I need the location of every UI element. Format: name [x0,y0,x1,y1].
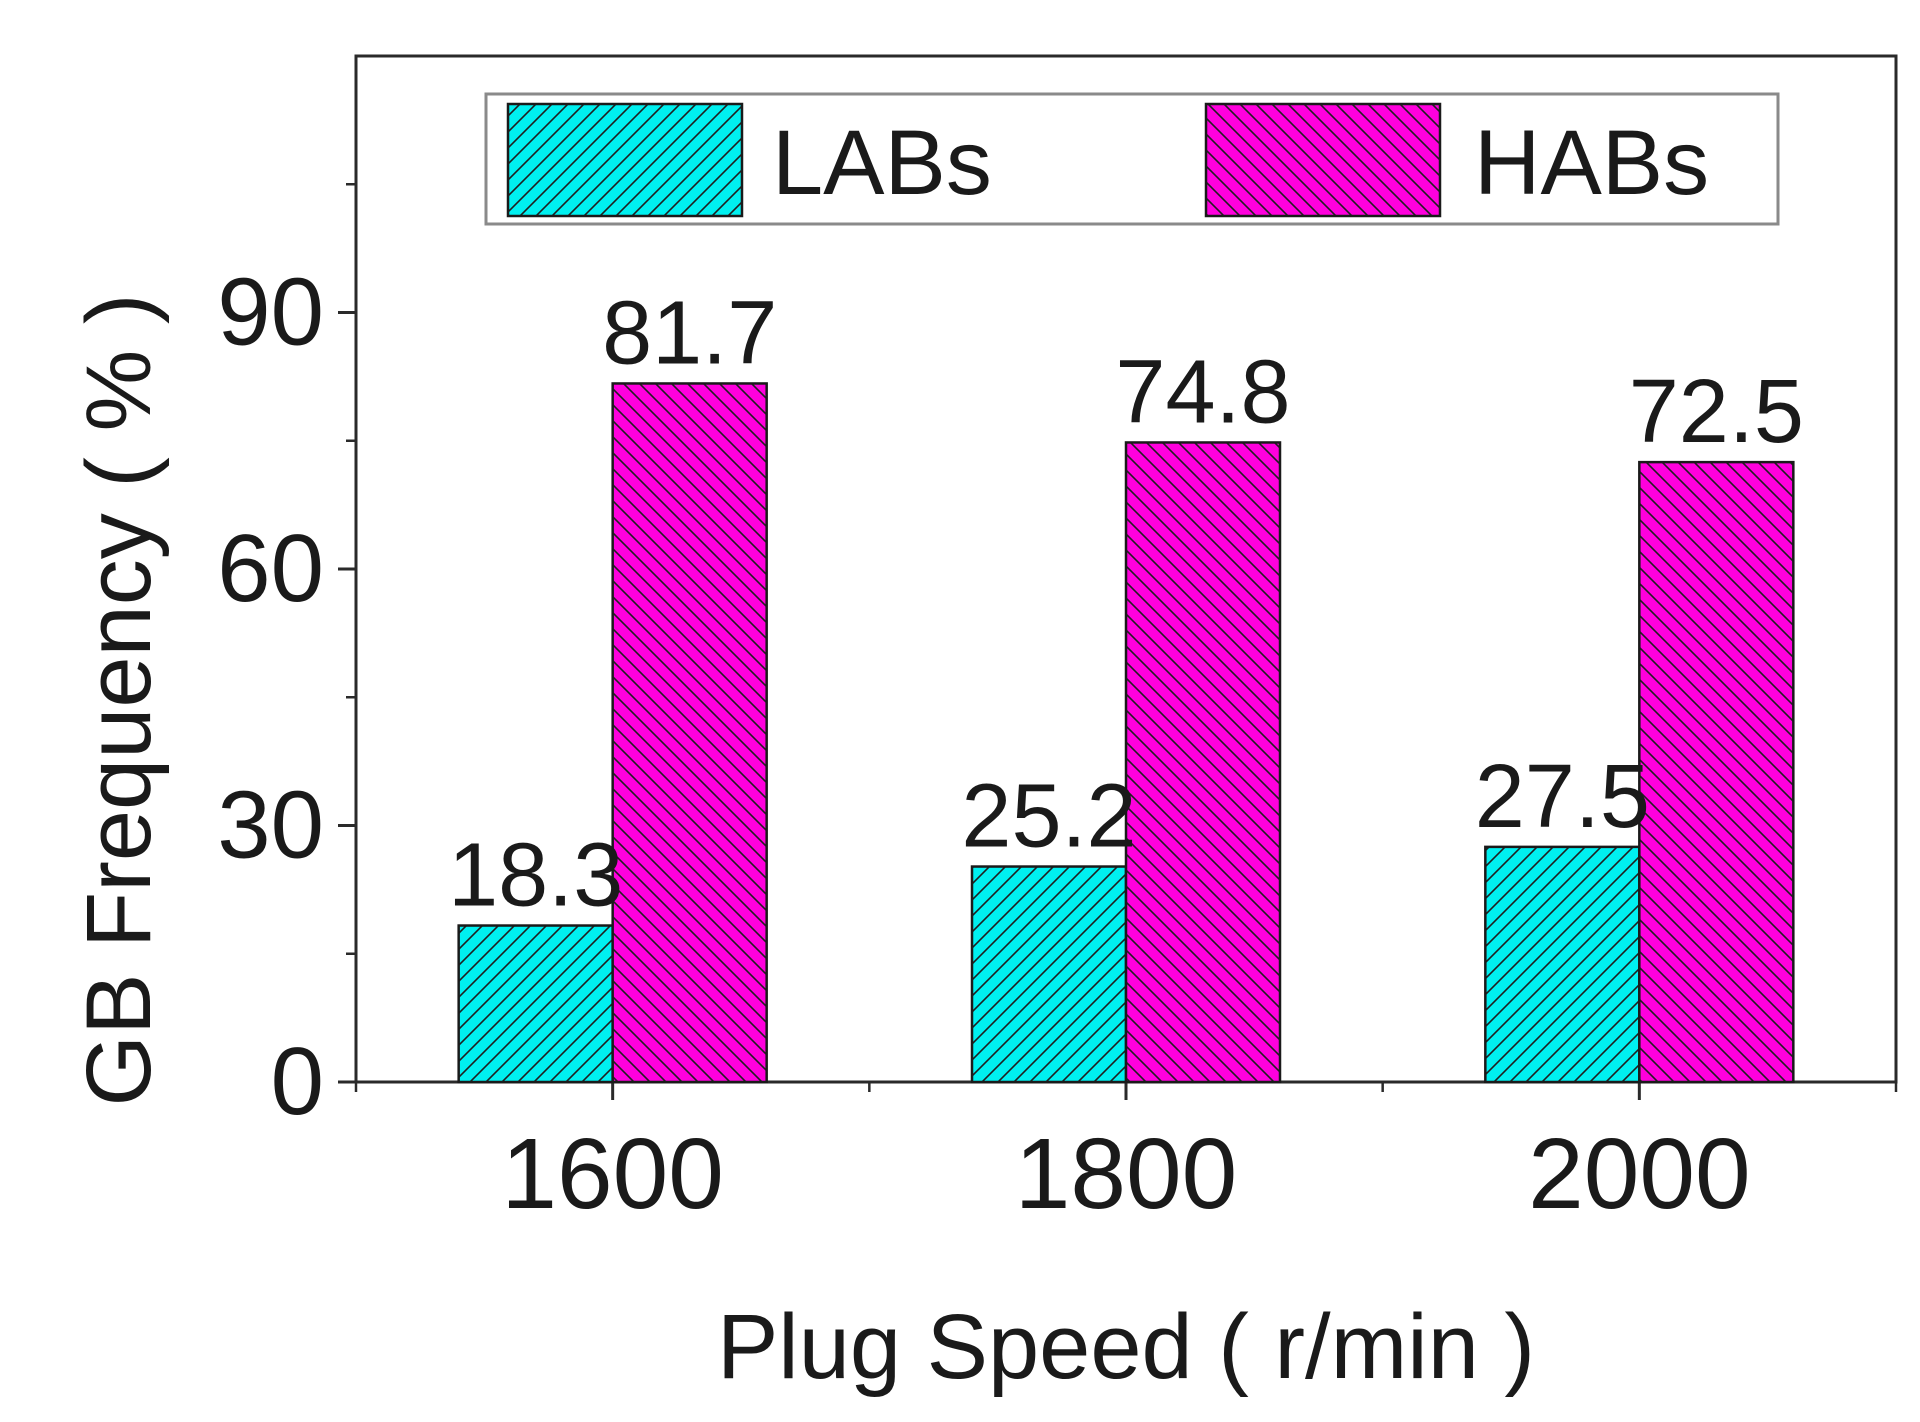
value-label-labs-2000: 27.5 [1475,747,1650,847]
bar-labs-1600 [457,924,614,1084]
legend-label-labs: LABs [772,112,992,214]
legend-swatch-labs [506,102,744,218]
x-axis: 1600 1800 2000 [354,1082,1898,1230]
value-label-habs-2000: 72.5 [1629,362,1804,462]
value-label-labs-1800: 25.2 [961,767,1136,867]
y-tick-label: 0 [271,1028,324,1135]
bar-habs-2000 [1638,460,1795,1084]
y-tick-label: 30 [217,772,324,879]
bar-labs-2000 [1484,845,1641,1084]
y-axis-title: GB Frequency ( % ) [68,294,170,1107]
bar-labs-1800 [970,865,1128,1084]
bars [457,382,1795,1084]
x-tick-label: 2000 [1528,1118,1750,1230]
x-tick-label: 1800 [1015,1118,1237,1230]
y-tick-label: 90 [217,259,324,366]
y-axis: 0 30 60 90 [217,183,356,1135]
value-label-habs-1800: 74.8 [1115,342,1290,442]
value-label-habs-1600: 81.7 [602,283,777,383]
value-labels: 18.3 25.2 27.5 81.7 74.8 72.5 [448,283,1804,925]
x-tick-label: 1600 [501,1118,723,1230]
value-label-labs-1600: 18.3 [448,826,623,926]
legend-label-habs: HABs [1474,112,1709,214]
bar-habs-1600 [611,382,768,1084]
bar-habs-1800 [1124,441,1282,1084]
legend-swatch-habs [1204,102,1442,218]
y-tick-label: 60 [217,515,324,622]
legend: LABs HABs [484,92,1780,226]
x-axis-title: Plug Speed ( r/min ) [717,1296,1535,1398]
